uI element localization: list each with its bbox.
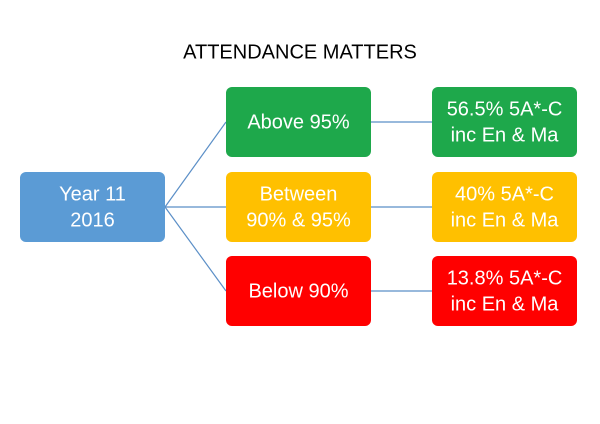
result-box-text: 40% 5A*-C	[455, 183, 554, 205]
result-box	[432, 87, 577, 157]
branch-box-text: 90% & 95%	[246, 209, 351, 231]
branch-box-text: Between	[260, 183, 338, 205]
branch-box	[226, 256, 371, 326]
result-box	[432, 172, 577, 242]
result-box-text: inc En & Ma	[451, 293, 560, 315]
title: ATTENDANCE MATTERS	[183, 41, 417, 63]
result-box-text: inc En & Ma	[451, 124, 560, 146]
connector	[164, 121, 227, 208]
result-box-text: 56.5% 5A*-C	[447, 98, 563, 120]
branch-box	[226, 172, 371, 242]
branch-box-text: Above 95%	[247, 111, 350, 133]
result-box-text: inc En & Ma	[451, 209, 560, 231]
branch-box-text: Below 90%	[248, 280, 348, 302]
result-box-text: 13.8% 5A*-C	[447, 267, 563, 289]
result-box	[432, 256, 577, 326]
root-box	[20, 172, 165, 242]
root-box-text: Year 11	[59, 183, 126, 205]
connector	[164, 206, 227, 292]
branch-box	[226, 87, 371, 157]
root-box-text: 2016	[70, 209, 115, 231]
